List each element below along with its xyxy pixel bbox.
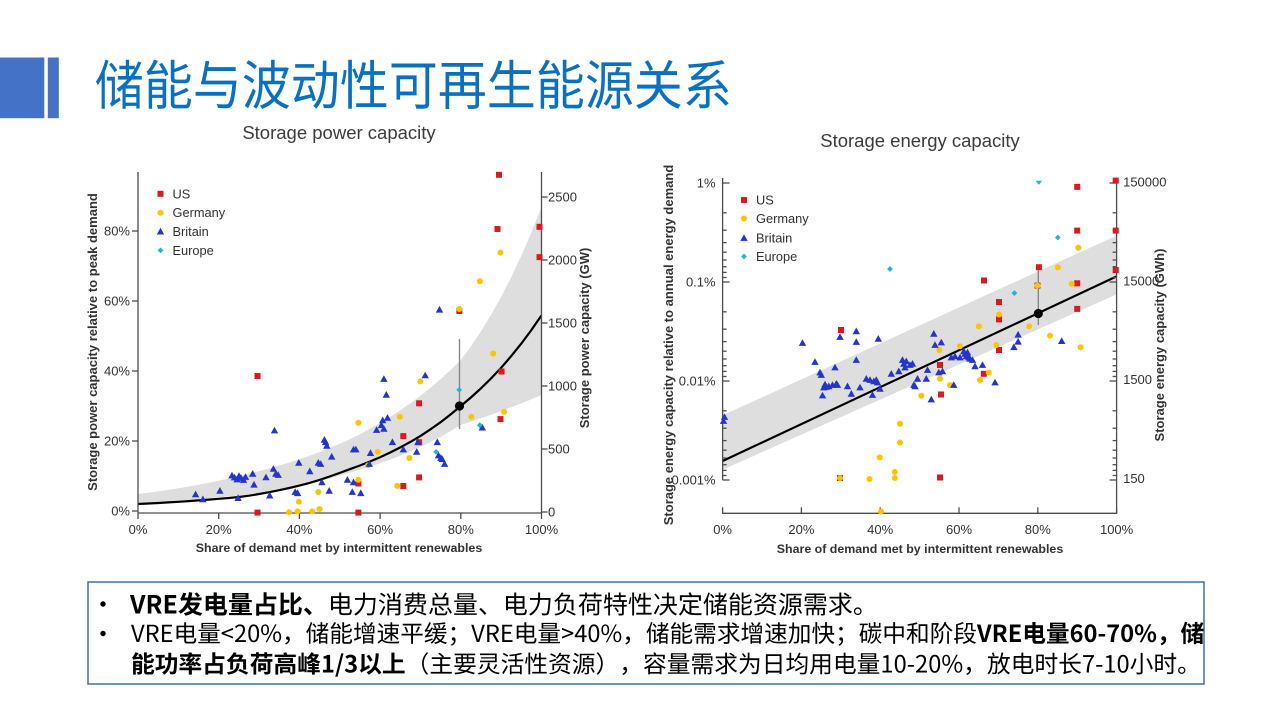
svg-text:US: US: [173, 186, 191, 201]
svg-text:Storage power capacity relativ: Storage power capacity relative to peak …: [85, 193, 100, 491]
svg-text:60%: 60%: [367, 522, 393, 537]
svg-text:150: 150: [1123, 471, 1145, 486]
svg-text:0: 0: [548, 505, 555, 520]
svg-text:60%: 60%: [104, 294, 130, 309]
svg-text:150000: 150000: [1123, 175, 1166, 190]
svg-text:Storage energy capacity relati: Storage energy capacity relative to annu…: [661, 165, 676, 526]
svg-text:2500: 2500: [548, 190, 577, 205]
svg-text:40%: 40%: [104, 364, 130, 379]
svg-text:1000: 1000: [548, 379, 577, 394]
svg-text:Europe: Europe: [756, 249, 797, 264]
svg-text:0%: 0%: [129, 522, 148, 537]
svg-text:20%: 20%: [206, 522, 232, 537]
svg-text:1500: 1500: [548, 316, 577, 331]
svg-text:15000: 15000: [1123, 273, 1159, 288]
svg-text:US: US: [756, 193, 774, 208]
svg-text:20%: 20%: [104, 434, 130, 449]
svg-text:Britain: Britain: [173, 224, 209, 239]
svg-text:80%: 80%: [448, 522, 474, 537]
svg-text:1500: 1500: [1123, 372, 1152, 387]
svg-text:1%: 1%: [697, 176, 716, 191]
svg-text:0.1%: 0.1%: [686, 275, 716, 290]
svg-text:40%: 40%: [286, 522, 312, 537]
svg-text:0.01%: 0.01%: [679, 374, 716, 389]
svg-text:Share of demand met by intermi: Share of demand met by intermittent rene…: [777, 542, 1064, 556]
svg-text:80%: 80%: [1025, 522, 1051, 537]
svg-text:Storage energy capacity: Storage energy capacity: [820, 130, 1020, 151]
svg-text:Europe: Europe: [173, 243, 214, 258]
svg-text:Share of demand met by intermi: Share of demand met by intermittent rene…: [196, 541, 483, 555]
svg-text:0.001%: 0.001%: [672, 473, 717, 488]
svg-text:Britain: Britain: [756, 231, 792, 246]
svg-text:Germany: Germany: [173, 205, 226, 220]
svg-text:80%: 80%: [104, 224, 130, 239]
svg-text:40%: 40%: [867, 522, 893, 537]
svg-text:Storage power capacity (GW): Storage power capacity (GW): [577, 248, 592, 429]
svg-text:500: 500: [548, 442, 570, 457]
svg-text:0%: 0%: [111, 504, 130, 519]
svg-text:0%: 0%: [713, 522, 732, 537]
svg-text:Germany: Germany: [756, 211, 809, 226]
svg-text:Storage power capacity: Storage power capacity: [242, 122, 436, 143]
svg-text:Storage energy capacity (GWh): Storage energy capacity (GWh): [1152, 249, 1167, 442]
svg-text:20%: 20%: [788, 522, 814, 537]
svg-text:100%: 100%: [1100, 522, 1134, 537]
svg-text:60%: 60%: [946, 522, 972, 537]
svg-text:2000: 2000: [548, 253, 577, 268]
svg-text:100%: 100%: [525, 522, 559, 537]
